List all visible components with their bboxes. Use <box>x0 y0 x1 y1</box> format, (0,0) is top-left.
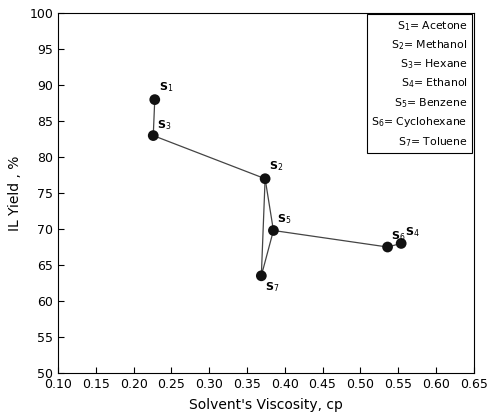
Text: S$_3$: S$_3$ <box>157 118 172 132</box>
Point <box>149 132 157 139</box>
Point <box>397 240 405 247</box>
X-axis label: Solvent's Viscosity, cp: Solvent's Viscosity, cp <box>189 398 343 412</box>
Text: S$_6$: S$_6$ <box>391 230 406 244</box>
Point <box>151 96 159 103</box>
Point <box>269 227 277 234</box>
Point <box>383 244 391 250</box>
Text: S$_4$: S$_4$ <box>405 225 420 239</box>
Text: S$_1$: S$_1$ <box>159 80 173 94</box>
Text: S$_7$: S$_7$ <box>265 280 279 294</box>
Text: S$_2$: S$_2$ <box>269 159 283 173</box>
Point <box>261 176 269 182</box>
Text: S$_5$: S$_5$ <box>277 213 292 226</box>
Y-axis label: IL Yield , %: IL Yield , % <box>8 155 22 231</box>
Point <box>257 273 265 279</box>
Text: S$_1$= Acetone
S$_2$= Methanol
S$_3$= Hexane
S$_4$= Ethanol
S$_5$= Benzene
S$_6$: S$_1$= Acetone S$_2$= Methanol S$_3$= He… <box>372 19 468 149</box>
